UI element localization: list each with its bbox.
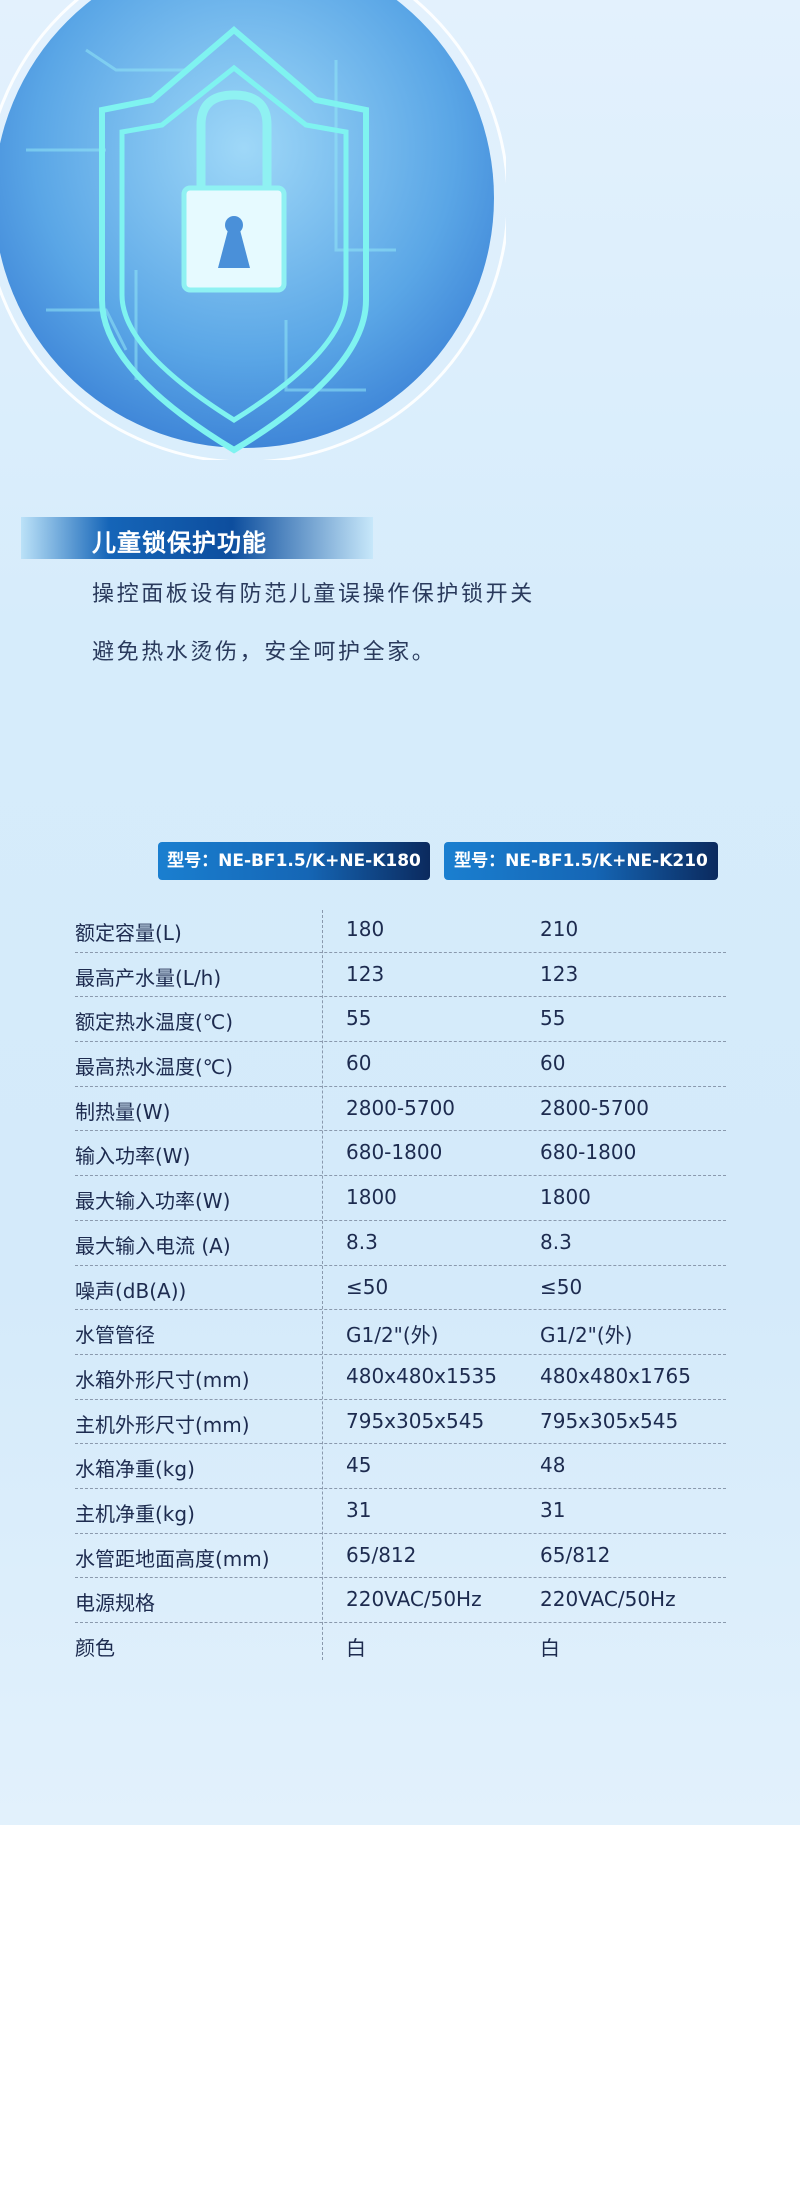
- spec-label: 水箱外形尺寸(mm): [75, 1367, 250, 1392]
- spec-value-k180: 795x305x545: [346, 1408, 485, 1433]
- spec-row: 制热量(W) 2800-5700 2800-5700: [75, 1087, 726, 1132]
- spec-row: 电源规格 220VAC/50Hz 220VAC/50Hz: [75, 1578, 726, 1623]
- spec-label: 水管距地面高度(mm): [75, 1546, 270, 1571]
- feature-description-line-2: 避免热水烫伤，安全呵护全家。: [92, 640, 437, 665]
- spec-label: 噪声(dB(A)): [75, 1278, 187, 1303]
- spec-label: 输入功率(W): [75, 1144, 191, 1169]
- spec-row: 输入功率(W) 680-1800 680-1800: [75, 1131, 726, 1177]
- spec-label: 额定容量(L): [75, 921, 182, 945]
- feature-title-banner: 儿童锁保护功能: [21, 517, 373, 559]
- spec-value-k180: 180: [346, 917, 385, 941]
- spec-row: 噪声(dB(A)) ≤50 ≤50: [75, 1266, 726, 1311]
- spec-value-k210: 8.3: [540, 1229, 572, 1254]
- spec-value-k180: 55: [346, 1006, 372, 1031]
- spec-value-k180: 2800-5700: [346, 1095, 456, 1120]
- spec-value-k180: 31: [346, 1497, 372, 1522]
- spec-value-k180: 680-1800: [346, 1140, 443, 1165]
- spec-row: 最大输入电流 (A) 8.3 8.3: [75, 1221, 726, 1266]
- shield-lock-icon: [0, 0, 506, 460]
- spec-label: 最大输入电流 (A): [75, 1233, 231, 1258]
- model-badge-k180: 型号：NE-BF1.5/K+NE-K180: [158, 842, 430, 880]
- spec-value-k180: G1/2"(外): [346, 1323, 439, 1348]
- spec-row: 主机净重(kg) 31 31: [75, 1489, 726, 1534]
- spec-value-k210: 31: [540, 1497, 566, 1522]
- spec-label: 水管管径: [75, 1323, 155, 1348]
- spec-value-k180: 白: [346, 1636, 366, 1660]
- spec-value-k210: 55: [540, 1006, 566, 1031]
- spec-value-k180: 45: [346, 1453, 372, 1478]
- spec-row: 水箱外形尺寸(mm) 480x480x1535 480x480x1765: [75, 1355, 726, 1400]
- spec-label: 主机净重(kg): [75, 1501, 195, 1526]
- spec-value-k210: 白: [540, 1636, 560, 1660]
- spec-value-k210: ≤50: [540, 1274, 583, 1299]
- model-badge-k210: 型号：NE-BF1.5/K+NE-K210: [444, 842, 718, 880]
- spec-value-k180: 60: [346, 1051, 372, 1076]
- spec-row: 颜色 白 白: [75, 1623, 726, 1668]
- spec-value-k210: 210: [540, 917, 579, 941]
- spec-value-k210: 60: [540, 1051, 566, 1076]
- spec-label: 电源规格: [75, 1591, 155, 1616]
- spec-row: 主机外形尺寸(mm) 795x305x545 795x305x545: [75, 1400, 726, 1445]
- spec-row: 最高热水温度(℃) 60 60: [75, 1042, 726, 1087]
- spec-label: 制热量(W): [75, 1099, 171, 1124]
- spec-row: 最大输入功率(W) 1800 1800: [75, 1176, 726, 1221]
- spec-value-k210: 680-1800: [540, 1140, 637, 1165]
- spec-value-k210: 1800: [540, 1185, 591, 1210]
- spec-row: 最高产水量(L/h) 123 123: [75, 953, 726, 998]
- column-divider: [322, 910, 323, 1660]
- spec-value-k210: 220VAC/50Hz: [540, 1587, 676, 1612]
- spec-value-k180: ≤50: [346, 1274, 389, 1299]
- spec-value-k210: 2800-5700: [540, 1095, 650, 1120]
- spec-value-k180: 8.3: [346, 1229, 378, 1254]
- spec-row: 水箱净重(kg) 45 48: [75, 1444, 726, 1489]
- spec-value-k210: 48: [540, 1453, 566, 1478]
- spec-label: 主机外形尺寸(mm): [75, 1412, 250, 1437]
- spec-label: 最高热水温度(℃): [75, 1055, 234, 1080]
- spec-row: 额定容量(L) 180 210: [75, 908, 726, 953]
- spec-value-k210: 123: [540, 961, 579, 986]
- spec-row: 水管管径 G1/2"(外) G1/2"(外): [75, 1310, 726, 1355]
- spec-row: 水管距地面高度(mm) 65/812 65/812: [75, 1534, 726, 1579]
- spec-value-k210: 65/812: [540, 1542, 611, 1567]
- spec-table: 额定容量(L) 180 210 最高产水量(L/h) 123 123 额定热水温度(℃) 55…: [75, 908, 726, 1668]
- spec-label: 颜色: [75, 1636, 115, 1660]
- spec-value-k180: 123: [346, 961, 385, 986]
- spec-value-k180: 65/812: [346, 1542, 417, 1567]
- spec-label: 最大输入功率(W): [75, 1189, 231, 1214]
- spec-value-k180: 480x480x1535: [346, 1363, 497, 1388]
- spec-label: 最高产水量(L/h): [75, 965, 222, 990]
- spec-label: 额定热水温度(℃): [75, 1010, 234, 1035]
- feature-title: 儿童锁保护功能: [92, 529, 267, 557]
- spec-row: 额定热水温度(℃) 55 55: [75, 997, 726, 1043]
- spec-value-k180: 1800: [346, 1185, 397, 1210]
- spec-value-k210: 795x305x545: [540, 1408, 679, 1433]
- spec-value-k210: 480x480x1765: [540, 1363, 691, 1388]
- spec-value-k180: 220VAC/50Hz: [346, 1587, 482, 1612]
- spec-value-k210: G1/2"(外): [540, 1323, 633, 1348]
- feature-description-line-1: 操控面板设有防范儿童误操作保护锁开关: [92, 582, 535, 607]
- spec-label: 水箱净重(kg): [75, 1457, 195, 1482]
